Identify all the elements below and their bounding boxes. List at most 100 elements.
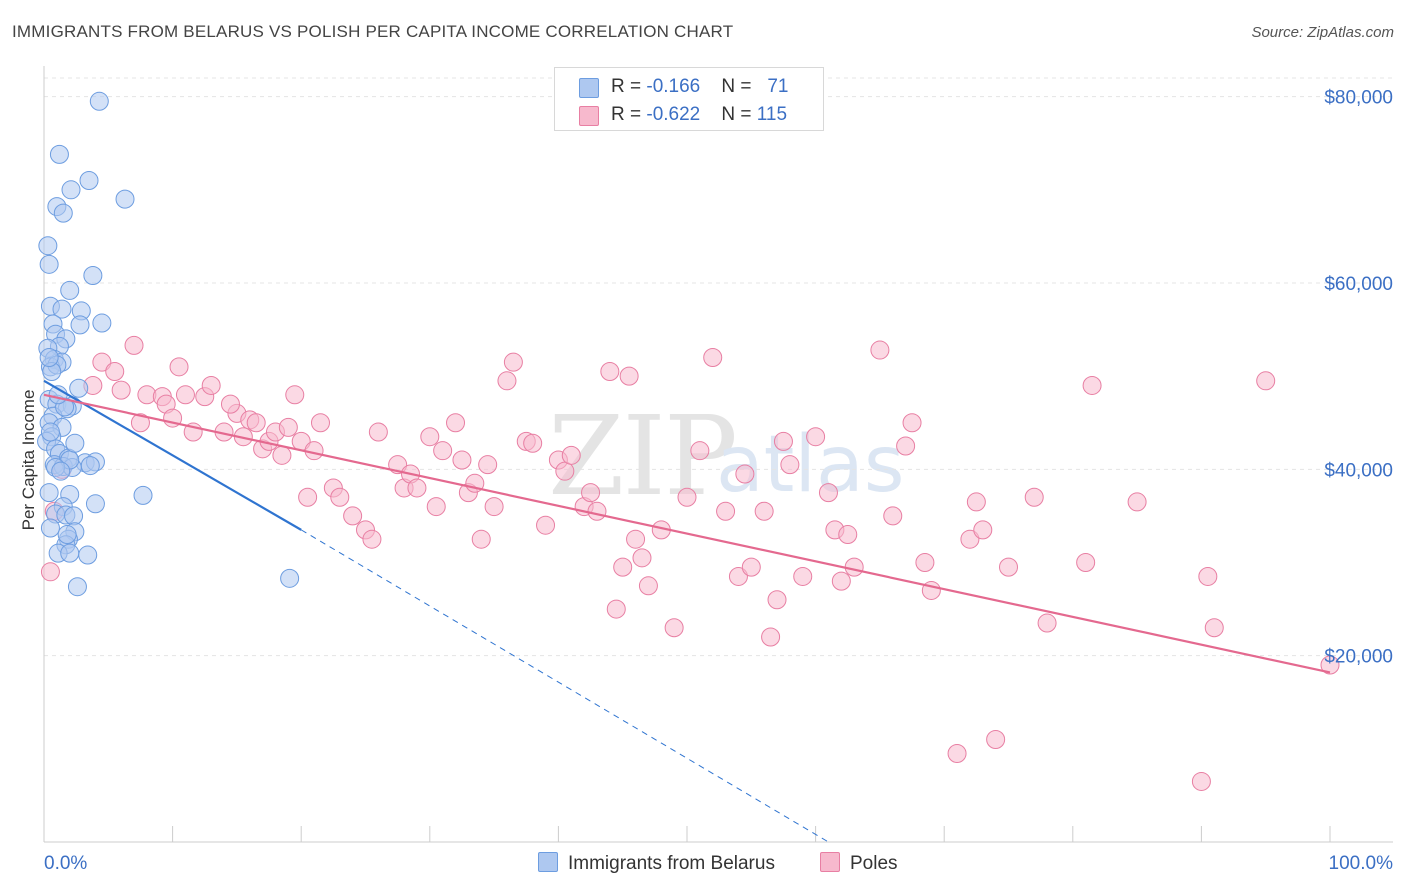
- poles-point-75: [780, 455, 800, 475]
- legend-n-label-poles: N =: [721, 104, 757, 125]
- poles-point-5: [105, 361, 125, 381]
- bottom-legend-swatch-poles: [820, 852, 840, 872]
- poles-point-81: [844, 557, 864, 577]
- legend-n-value-belarus: 71: [767, 76, 789, 97]
- poles-point-88: [947, 743, 967, 763]
- belarus-point-70: [40, 422, 60, 442]
- poles-point-32: [343, 506, 363, 526]
- poles-point-91: [973, 520, 993, 540]
- chart-title: IMMIGRANTS FROM BELARUS VS POLISH PER CA…: [12, 22, 734, 41]
- chart-source: Source: ZipAtlas.com: [1251, 24, 1394, 41]
- poles-point-86: [915, 552, 935, 572]
- poles-point-8: [130, 413, 150, 433]
- belarus-point-45: [39, 483, 59, 503]
- poles-point-26: [278, 417, 298, 437]
- poles-point-48: [503, 352, 523, 372]
- belarus-trend-line: [43, 379, 302, 531]
- belarus-point-2: [79, 170, 99, 190]
- belarus-point-47: [133, 485, 153, 505]
- belarus-point-1: [49, 144, 69, 164]
- poles-point-57: [587, 501, 607, 521]
- poles-point-107: [407, 478, 427, 498]
- poles-point-41: [446, 413, 466, 433]
- poles-point-80: [831, 571, 851, 591]
- poles-point-60: [619, 366, 639, 386]
- poles-point-58: [600, 361, 620, 381]
- bottom-legend-label-belarus: Immigrants from Belarus: [568, 853, 775, 874]
- belarus-point-10: [60, 280, 80, 300]
- stats-legend: R = -0.166 N = 71 R = -0.622 N = 115: [554, 67, 824, 131]
- poles-point-72: [754, 501, 774, 521]
- y-tick-label-3: $80,000: [1324, 88, 1393, 109]
- belarus-points: [37, 91, 300, 597]
- gridlines: [44, 77, 1393, 657]
- poles-point-61: [626, 529, 646, 549]
- poles-point-56: [581, 483, 601, 503]
- poles-point-59: [613, 557, 633, 577]
- bottom-legend-belarus: Immigrants from Belarus: [538, 852, 775, 875]
- legend-r-value-poles: -0.622: [646, 104, 701, 125]
- poles-point-82: [870, 340, 890, 360]
- belarus-point-16: [92, 313, 112, 333]
- poles-point-69: [728, 566, 748, 586]
- belarus-point-48: [85, 494, 105, 514]
- bottom-legend-poles: Poles: [820, 852, 898, 875]
- poles-point-31: [330, 487, 350, 507]
- poles-point-89: [960, 529, 980, 549]
- belarus-point-52: [64, 506, 84, 526]
- axes: [43, 66, 1393, 843]
- poles-point-98: [1127, 492, 1147, 512]
- belarus-point-44: [80, 456, 100, 476]
- poles-point-21: [246, 413, 266, 433]
- poles-point-40: [433, 441, 453, 461]
- poles-point-85: [902, 413, 922, 433]
- belarus-point-62: [39, 348, 59, 368]
- poles-point-29: [310, 413, 330, 433]
- poles-point-108: [478, 455, 498, 475]
- belarus-point-3: [61, 180, 81, 200]
- poles-point-114: [111, 380, 131, 400]
- poles-point-13: [175, 385, 195, 405]
- belarus-point-66: [51, 461, 71, 481]
- belarus-point-67: [65, 433, 85, 453]
- y-tick-label-1: $40,000: [1324, 460, 1393, 481]
- poles-point-54: [561, 445, 581, 465]
- trend-lines: [43, 379, 1331, 843]
- y-tick-label-2: $60,000: [1324, 274, 1393, 295]
- poles-point-39: [426, 497, 446, 517]
- poles-point-28: [285, 385, 305, 405]
- poles-point-105: [298, 487, 318, 507]
- poles-point-95: [1037, 613, 1057, 633]
- bottom-legend-swatch-belarus: [538, 852, 558, 872]
- poles-point-70: [735, 464, 755, 484]
- poles-point-92: [986, 730, 1006, 750]
- poles-point-109: [773, 431, 793, 451]
- poles-point-64: [664, 618, 684, 638]
- poles-point-53: [555, 461, 575, 481]
- legend-text-belarus: R = -0.166 N = 71: [611, 76, 788, 98]
- poles-point-102: [1256, 371, 1276, 391]
- belarus-point-68: [57, 525, 77, 545]
- poles-point-106: [606, 599, 626, 619]
- legend-row-poles: R = -0.622 N = 115: [555, 101, 823, 129]
- poles-point-66: [690, 441, 710, 461]
- poles-point-47: [497, 371, 517, 391]
- belarus-point-53: [40, 518, 60, 538]
- belarus-point-12: [52, 299, 72, 319]
- poles-point-15: [201, 375, 221, 395]
- poles-points: [40, 335, 1340, 791]
- poles-point-68: [716, 501, 736, 521]
- poles-point-0: [40, 562, 60, 582]
- poles-point-90: [966, 492, 986, 512]
- poles-point-97: [1082, 375, 1102, 395]
- legend-swatch-poles: [579, 106, 599, 126]
- belarus-point-0: [89, 91, 109, 111]
- y-axis-label: Per Capita Income: [19, 390, 38, 531]
- belarus-trend-extension: [300, 529, 829, 843]
- legend-swatch-belarus: [579, 78, 599, 98]
- poles-point-83: [883, 506, 903, 526]
- poles-point-78: [818, 483, 838, 503]
- poles-point-4: [92, 352, 112, 372]
- belarus-point-59: [78, 545, 98, 565]
